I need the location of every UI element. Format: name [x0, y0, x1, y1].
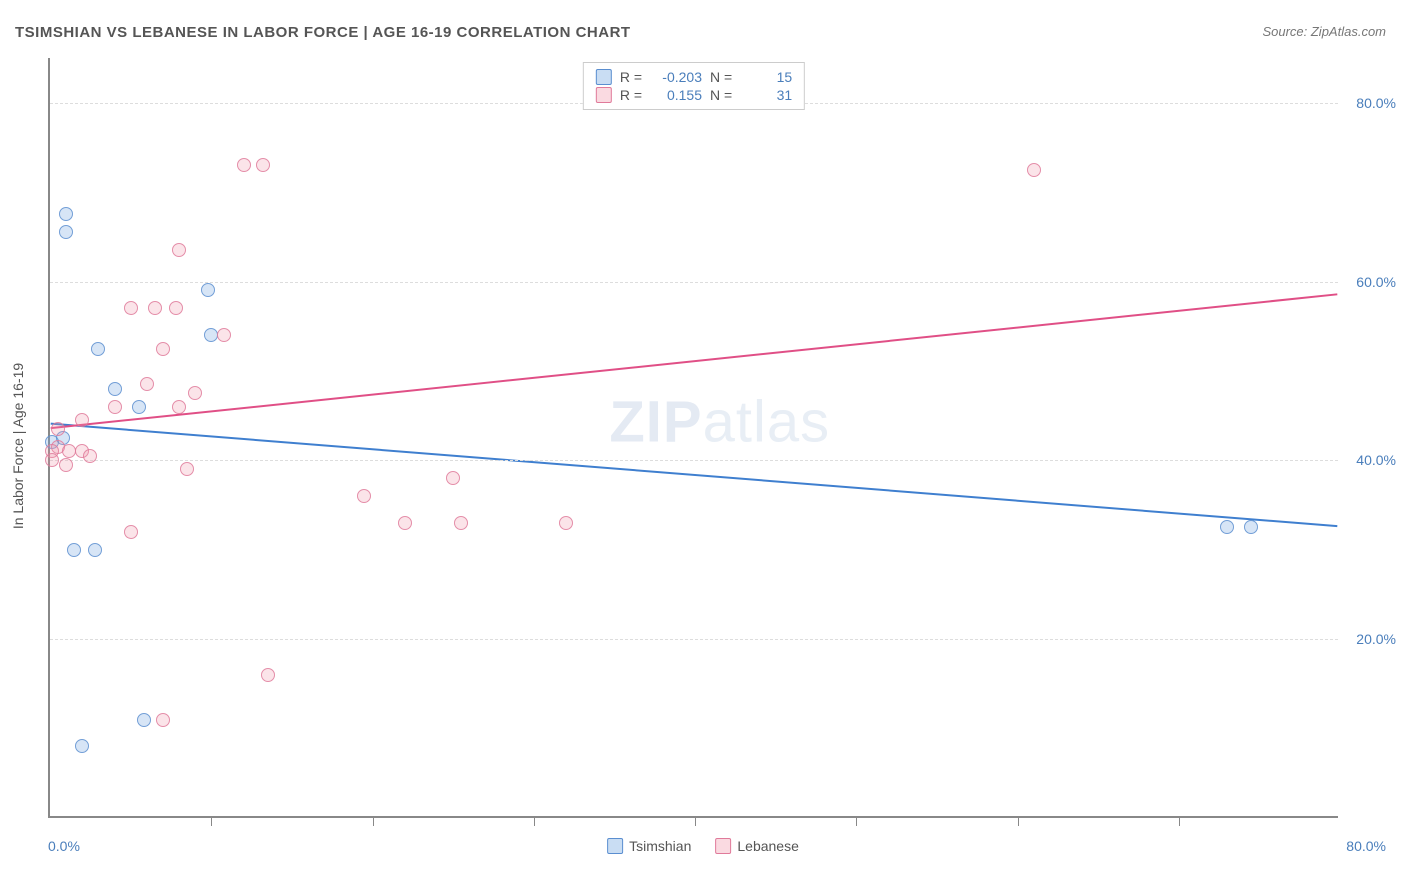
data-point — [1244, 520, 1258, 534]
gridline-horizontal — [50, 639, 1338, 640]
data-point — [172, 400, 186, 414]
data-point — [67, 543, 81, 557]
legend-item-b: Lebanese — [715, 838, 799, 854]
n-label: N = — [710, 69, 732, 85]
data-point — [75, 413, 89, 427]
data-point — [169, 301, 183, 315]
data-point — [124, 525, 138, 539]
data-point — [75, 739, 89, 753]
data-point — [180, 462, 194, 476]
data-point — [559, 516, 573, 530]
data-point — [398, 516, 412, 530]
data-point — [51, 422, 65, 436]
data-point — [137, 713, 151, 727]
watermark: ZIPatlas — [609, 388, 830, 455]
data-point — [446, 471, 460, 485]
x-tick — [373, 816, 374, 826]
data-point — [204, 328, 218, 342]
n-label: N = — [710, 87, 732, 103]
y-tick-label: 80.0% — [1356, 95, 1396, 111]
r-value-a: -0.203 — [650, 69, 702, 85]
data-point — [188, 386, 202, 400]
data-point — [88, 543, 102, 557]
legend-item-a: Tsimshian — [607, 838, 691, 854]
trend-line — [51, 424, 1338, 527]
data-point — [59, 207, 73, 221]
data-point — [108, 382, 122, 396]
swatch-b-icon — [715, 838, 731, 854]
data-point — [59, 225, 73, 239]
data-point — [148, 301, 162, 315]
data-point — [357, 489, 371, 503]
r-value-b: 0.155 — [650, 87, 702, 103]
data-point — [91, 342, 105, 356]
data-point — [172, 243, 186, 257]
gridline-horizontal — [50, 282, 1338, 283]
y-axis-label: In Labor Force | Age 16-19 — [10, 363, 26, 529]
y-tick-label: 60.0% — [1356, 274, 1396, 290]
data-point — [59, 458, 73, 472]
swatch-series-b — [596, 87, 612, 103]
legend-label-a: Tsimshian — [629, 838, 691, 854]
data-point — [1220, 520, 1234, 534]
legend-label-b: Lebanese — [737, 838, 799, 854]
data-point — [217, 328, 231, 342]
data-point — [140, 377, 154, 391]
data-point — [132, 400, 146, 414]
data-point — [256, 158, 270, 172]
data-point — [156, 342, 170, 356]
data-point — [1027, 163, 1041, 177]
swatch-series-a — [596, 69, 612, 85]
chart-title: TSIMSHIAN VS LEBANESE IN LABOR FORCE | A… — [15, 24, 631, 41]
x-tick — [1179, 816, 1180, 826]
data-point — [237, 158, 251, 172]
r-label: R = — [620, 87, 642, 103]
x-axis-max-label: 80.0% — [1346, 838, 1386, 854]
gridline-horizontal — [50, 460, 1338, 461]
n-value-b: 31 — [740, 87, 792, 103]
data-point — [108, 400, 122, 414]
source-attribution: Source: ZipAtlas.com — [1262, 24, 1386, 39]
correlation-legend: R = -0.203 N = 15 R = 0.155 N = 31 — [583, 62, 805, 110]
x-axis-origin-label: 0.0% — [48, 838, 80, 854]
r-label: R = — [620, 69, 642, 85]
legend-row-series-b: R = 0.155 N = 31 — [596, 87, 792, 103]
x-tick — [695, 816, 696, 826]
trend-line — [51, 294, 1338, 428]
x-tick — [856, 816, 857, 826]
data-point — [156, 713, 170, 727]
watermark-bold: ZIP — [609, 389, 702, 454]
x-tick — [211, 816, 212, 826]
data-point — [45, 453, 59, 467]
data-point — [201, 283, 215, 297]
series-legend: Tsimshian Lebanese — [607, 838, 799, 854]
x-tick — [1018, 816, 1019, 826]
swatch-a-icon — [607, 838, 623, 854]
legend-row-series-a: R = -0.203 N = 15 — [596, 69, 792, 85]
data-point — [454, 516, 468, 530]
x-tick — [534, 816, 535, 826]
data-point — [261, 668, 275, 682]
n-value-a: 15 — [740, 69, 792, 85]
data-point — [62, 444, 76, 458]
data-point — [124, 301, 138, 315]
y-tick-label: 40.0% — [1356, 452, 1396, 468]
watermark-thin: atlas — [703, 389, 831, 454]
data-point — [83, 449, 97, 463]
y-tick-label: 20.0% — [1356, 631, 1396, 647]
plot-area: R = -0.203 N = 15 R = 0.155 N = 31 ZIPat… — [48, 58, 1338, 818]
